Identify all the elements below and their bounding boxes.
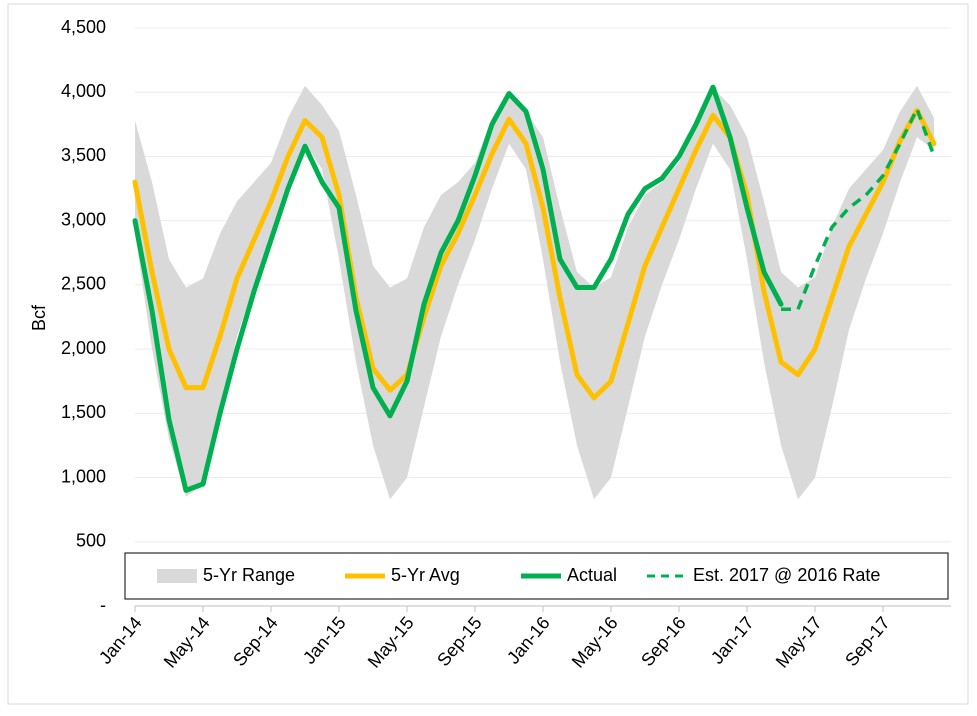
- y-tick-label: 3,000: [61, 209, 106, 229]
- y-tick-label: 3,500: [61, 145, 106, 165]
- y-tick-label: 4,500: [61, 17, 106, 37]
- legend: 5-Yr Range 5-Yr Avg Actual Est. 2017 @ 2016…: [124, 552, 949, 600]
- legend-label: 5-Yr Range: [203, 565, 295, 585]
- y-tick-label: 2,500: [61, 274, 106, 294]
- legend-label: Est. 2017 @ 2016 Rate: [693, 565, 880, 585]
- y-axis-label: Bcf: [29, 304, 49, 331]
- y-tick-label: 500: [76, 531, 106, 551]
- y-tick-label: -: [100, 595, 106, 615]
- dashed-line: [781, 107, 936, 312]
- y-tick-label: 1,000: [61, 466, 106, 486]
- y-tick-label: 4,000: [61, 81, 106, 101]
- y-tick-label: 2,000: [61, 338, 106, 358]
- legend-swatch: [157, 569, 197, 583]
- legend-label: Actual: [567, 565, 617, 585]
- legend-label: 5-Yr Avg: [391, 565, 460, 585]
- y-tick-label: 1,500: [61, 402, 106, 422]
- series-line: [132, 84, 784, 493]
- series-line: [132, 107, 937, 401]
